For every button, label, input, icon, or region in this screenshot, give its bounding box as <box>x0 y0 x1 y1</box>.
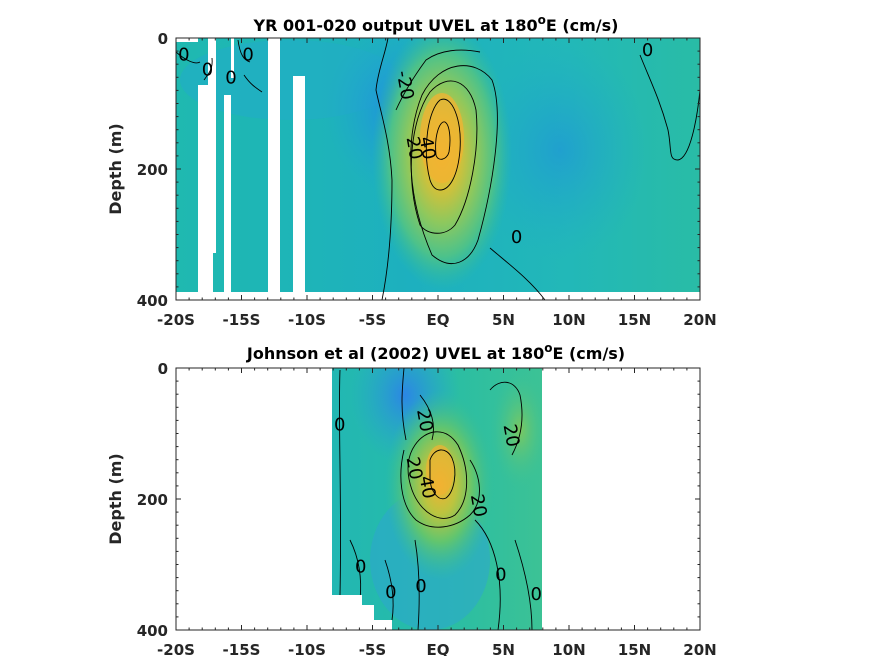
top-x-tick-label: EQ <box>427 311 450 329</box>
top-contour-label: 0 <box>202 59 213 80</box>
top-x-tick-label: -20S <box>157 311 195 329</box>
bottom-contour-label: 0 <box>334 414 345 435</box>
top-x-tick-label: 15N <box>618 311 651 329</box>
bottom-contour-label: 20 <box>402 455 427 481</box>
bottom-x-tick-label: 20N <box>683 641 716 656</box>
bottom-x-tick-label: -15S <box>223 641 261 656</box>
bottom-plot-title-tail: E (cm/s) <box>552 344 625 363</box>
bottom-plot-title: Johnson et al (2002) UVEL at 180oE (cm/s… <box>246 341 625 363</box>
bottom-field-jet-core <box>426 445 454 495</box>
bottom-contour-lines <box>338 368 533 630</box>
bottom-x-tick-label: 15N <box>618 641 651 656</box>
top-x-tick-label: -10S <box>288 311 326 329</box>
top-x-tick-label: 20N <box>683 311 716 329</box>
bottom-x-tick-label: EQ <box>427 641 450 656</box>
missing-data-strip <box>268 38 280 300</box>
bottom-x-tick-label: -5S <box>359 641 386 656</box>
missing-data-strip <box>198 85 208 300</box>
bottom-contour-label: 0 <box>385 582 396 603</box>
top-plot-title: YR 001-020 output UVEL at 180oE (cm/s) <box>253 13 619 35</box>
bottom-contour-label: 20 <box>466 493 491 519</box>
top-contour-label: 40 <box>415 135 440 161</box>
bottom-plot-title-degree: o <box>544 341 552 355</box>
top-plot-title-degree: o <box>538 13 546 27</box>
bottom-contour-label: 0 <box>415 576 426 597</box>
top-contour-label: 0 <box>511 227 522 248</box>
bottom-field-north-jet <box>490 370 542 490</box>
bottom-y-axis-label: Depth (m) <box>106 453 125 545</box>
top-y-tick-label: 0 <box>158 30 168 48</box>
bottom-y-tick-label: 200 <box>137 491 168 509</box>
bottom-x-tick-label: 10N <box>552 641 585 656</box>
top-plot-title-main: YR 001-020 output UVEL at 180 <box>253 16 538 35</box>
bottom-contour-label: 0 <box>355 556 366 577</box>
bottom-plot-title-main: Johnson et al (2002) UVEL at 180 <box>246 344 544 363</box>
top-y-tick-label: 200 <box>137 161 168 179</box>
top-contour-label: 0 <box>225 67 236 88</box>
top-plot-title-tail: E (cm/s) <box>546 16 619 35</box>
missing-data-strip <box>293 76 305 300</box>
top-contour-label: 0 <box>642 40 653 61</box>
top-contour-plot: YR 001-020 output UVEL at 180oE (cm/s) <box>106 13 717 329</box>
top-x-tick-label: -5S <box>359 311 386 329</box>
bottom-y-tick-label: 0 <box>158 360 168 378</box>
bottom-contour-label: 40 <box>415 474 440 500</box>
bottom-contour-plot: Johnson et al (2002) UVEL at 180oE (cm/s… <box>106 341 717 656</box>
bottom-contour-label: 20 <box>412 407 437 433</box>
bottom-contour-label: 0 <box>531 584 542 605</box>
top-contour-label: 0 <box>178 44 189 65</box>
bottom-x-tick-label: -20S <box>157 641 195 656</box>
top-contour-label: 0 <box>242 44 253 65</box>
top-contour-label: 20 <box>402 135 427 161</box>
top-field-north-band <box>470 40 650 260</box>
bottom-contour-label: 0 <box>495 564 506 585</box>
bottom-x-tick-label: 5N <box>492 641 515 656</box>
top-y-axis-label: Depth (m) <box>106 123 125 215</box>
top-contour-lines <box>176 38 700 300</box>
top-contour-label: -20 <box>392 69 418 102</box>
bottom-x-tick-label: -10S <box>288 641 326 656</box>
bottom-y-tick-label: 400 <box>137 622 168 640</box>
bottom-contour-label: 20 <box>499 422 524 448</box>
top-x-tick-label: 5N <box>492 311 515 329</box>
top-x-tick-label: -15S <box>223 311 261 329</box>
top-x-tick-label: 10N <box>552 311 585 329</box>
top-y-tick-label: 400 <box>137 292 168 310</box>
